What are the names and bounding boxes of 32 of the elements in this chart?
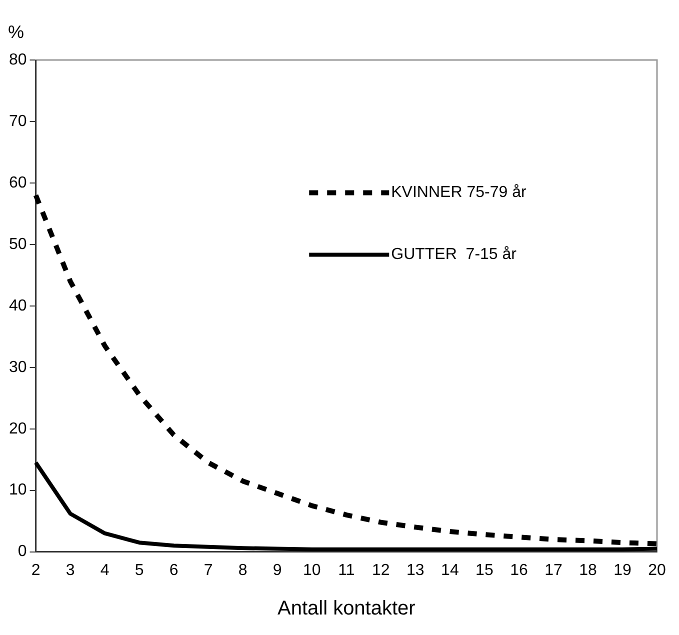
x-tick-label: 11 [338,562,355,579]
x-tick-label: 17 [544,562,562,579]
x-tick-label: 7 [204,562,213,579]
y-tick-label: 70 [9,112,27,130]
x-tick-label: 6 [169,562,178,579]
x-tick-label: 2 [31,562,40,579]
x-axis-title: Antall kontakter [277,598,416,620]
x-tick-label: 14 [441,562,459,579]
legend-label: GUTTER 7-15 år [391,246,518,264]
y-tick-label: 40 [9,297,27,314]
x-tick-label: 15 [476,562,494,579]
x-tick-label: 13 [406,562,424,579]
x-tick-label: 12 [372,562,390,579]
x-tick-label: 4 [100,562,110,579]
y-tick-label: 30 [9,358,27,376]
x-tick-label: 5 [134,562,144,579]
x-tick-label: 8 [238,562,248,579]
y-tick-label: 20 [9,420,27,438]
x-tick-label: 18 [579,562,597,579]
y-tick-label: 50 [9,236,27,253]
y-tick-label: 0 [18,543,27,560]
x-tick-label: 20 [648,562,666,579]
y-tick-label: 10 [9,482,27,499]
x-tick-label: 10 [302,562,321,579]
legend-label: KVINNER 75-79 år [391,184,527,202]
x-tick-label: 9 [272,562,282,579]
y-tick-label: 60 [9,174,27,192]
y-axis-title: % [8,22,24,42]
y-tick-label: 80 [9,51,27,68]
x-tick-label: 16 [510,562,528,579]
x-tick-label: 19 [614,562,632,579]
x-tick-label: 3 [66,562,75,579]
